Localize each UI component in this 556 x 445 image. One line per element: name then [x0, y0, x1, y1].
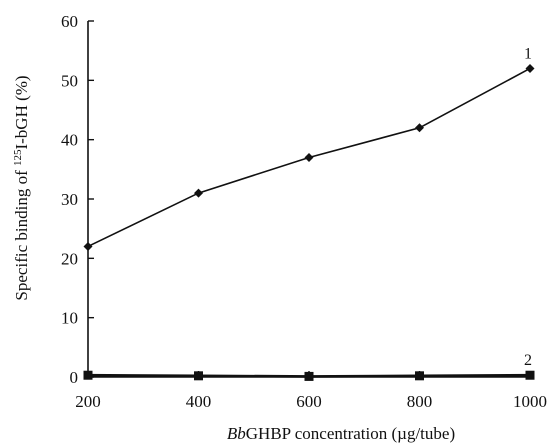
x-tick-label-1: 400 [186, 392, 212, 411]
series-1-point-2 [304, 152, 314, 162]
y-axis-label-sup: 125 [12, 149, 24, 166]
y-ticks: 0 10 20 30 40 50 60 [61, 12, 94, 387]
series-2-point-0 [83, 370, 93, 380]
x-axis-label-rest: GHBP concentration (µg/tube) [246, 424, 455, 443]
series-1-point-1 [194, 188, 203, 198]
x-axis-label-italic: Bb [227, 424, 246, 443]
series-1-tag: 1 [524, 45, 532, 62]
series-2-tag: 2 [524, 352, 532, 369]
y-tick-label-5: 50 [61, 71, 78, 90]
series-1-point-3 [415, 123, 424, 133]
y-axis-label-post: I-bGH (%) [12, 75, 31, 149]
y-tick-label-6: 60 [61, 12, 78, 31]
y-tick-label-3: 30 [61, 190, 78, 209]
y-tick-label-4: 40 [61, 131, 78, 150]
y-tick-label-2: 20 [61, 249, 78, 268]
series-1: 1 [83, 45, 535, 251]
series-2-point-2 [304, 371, 314, 381]
y-tick-label-1: 10 [61, 309, 78, 328]
x-axis-label: BbGHBP concentration (µg/tube) [227, 424, 455, 443]
series-group: 12 [83, 45, 535, 381]
axes [87, 21, 530, 378]
y-tick-label-0: 0 [70, 368, 79, 387]
series-2: 2 [83, 352, 535, 381]
x-tick-label-3: 800 [407, 392, 433, 411]
x-tick-label-2: 600 [296, 392, 322, 411]
series-2-point-3 [415, 371, 424, 381]
x-tick-label-0: 200 [75, 392, 101, 411]
series-2-point-1 [194, 371, 203, 381]
x-tick-label-4: 1000 [513, 392, 547, 411]
series-1-point-4 [525, 63, 535, 73]
y-axis-label-pre: Specific binding of [12, 166, 31, 301]
y-axis-label: Specific binding of 125I-bGH (%) [12, 75, 31, 300]
series-2-point-4 [525, 370, 535, 380]
series-1-point-0 [83, 241, 93, 251]
